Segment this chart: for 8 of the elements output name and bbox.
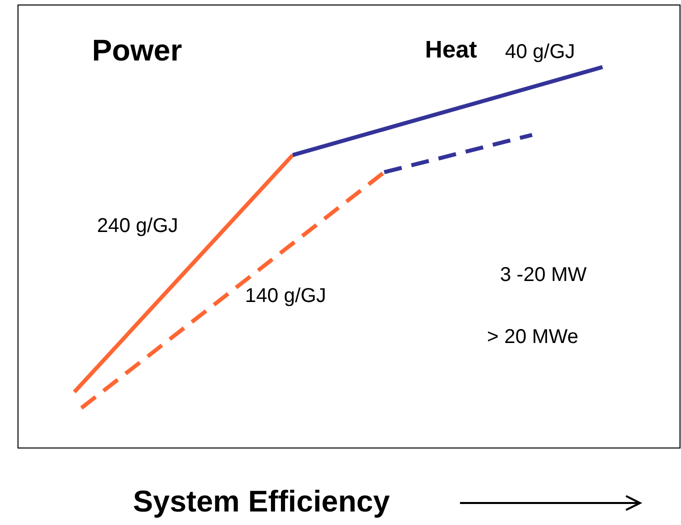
text: 40 g/GJ: [505, 41, 576, 63]
annotation: Power: [92, 34, 182, 68]
annotation: 240 g/GJ: [97, 215, 178, 237]
annotation: 140 g/GJ: [245, 285, 326, 307]
annotation: 3 -20 MW: [500, 264, 587, 286]
annotation: > 20 MWe: [487, 326, 578, 348]
text: Heat: [425, 36, 478, 64]
x-axis-title: System Efficiency: [133, 486, 390, 518]
